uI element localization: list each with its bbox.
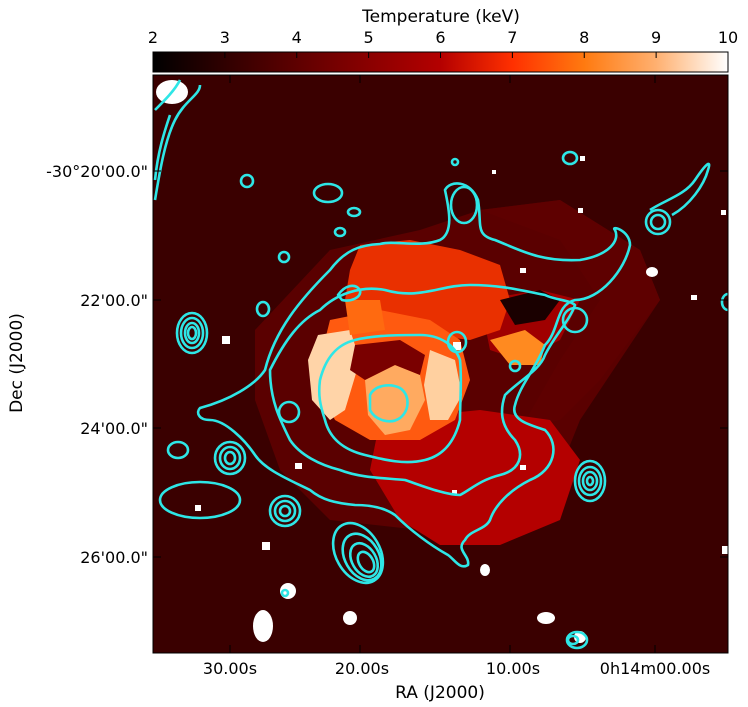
- colorbar-tick-label: 7: [507, 28, 517, 47]
- y-axis-title: Dec (J2000): [7, 313, 27, 413]
- axis-ticks: [153, 75, 728, 653]
- region-pale-east: [424, 350, 462, 420]
- map-frame: [152, 74, 729, 654]
- colorbar-tick-label: 2: [148, 28, 158, 47]
- colorbar-tick-label: 6: [435, 28, 445, 47]
- region-east-orange: [490, 330, 545, 365]
- colorbar-tick-label: 8: [579, 28, 589, 47]
- region-nw-orange: [345, 300, 385, 335]
- region-ne-arc: [480, 200, 660, 430]
- region-south-red: [370, 410, 580, 545]
- temperature-map: [153, 75, 728, 653]
- colorbar-tick-label: 5: [364, 28, 374, 47]
- region-dark-core: [350, 340, 425, 380]
- x-tick-label: 10.00s: [486, 659, 540, 678]
- colorbar-title: Temperature (keV): [361, 7, 520, 27]
- colorbar-tick-label: 10: [718, 28, 738, 47]
- x-tick-label: 30.00s: [203, 659, 257, 678]
- colorbar-tick-labels: 2 3 4 5 6 7 8 9 10: [148, 28, 738, 47]
- region-central-peach: [365, 365, 425, 435]
- colorbar-ticks: [152, 52, 729, 58]
- y-tick-label: 22'00.0": [80, 291, 148, 310]
- x-axis-title: RA (J2000): [395, 683, 485, 703]
- contours: [153, 79, 728, 650]
- x-tick-label: 0h14m00.00s: [600, 659, 710, 678]
- x-tick-label: 20.00s: [335, 659, 389, 678]
- region-black-east: [500, 290, 560, 325]
- region-pale-west: [308, 330, 360, 420]
- y-tick-label: -30°20'00.0": [46, 162, 148, 181]
- y-tick-label: 24'00.0": [80, 419, 148, 438]
- colorbar-tick-label: 9: [651, 28, 661, 47]
- y-tick-label: 26'00.0": [80, 548, 148, 567]
- colorbar-tick-label: 3: [220, 28, 230, 47]
- colorbar-tick-label: 4: [292, 28, 302, 47]
